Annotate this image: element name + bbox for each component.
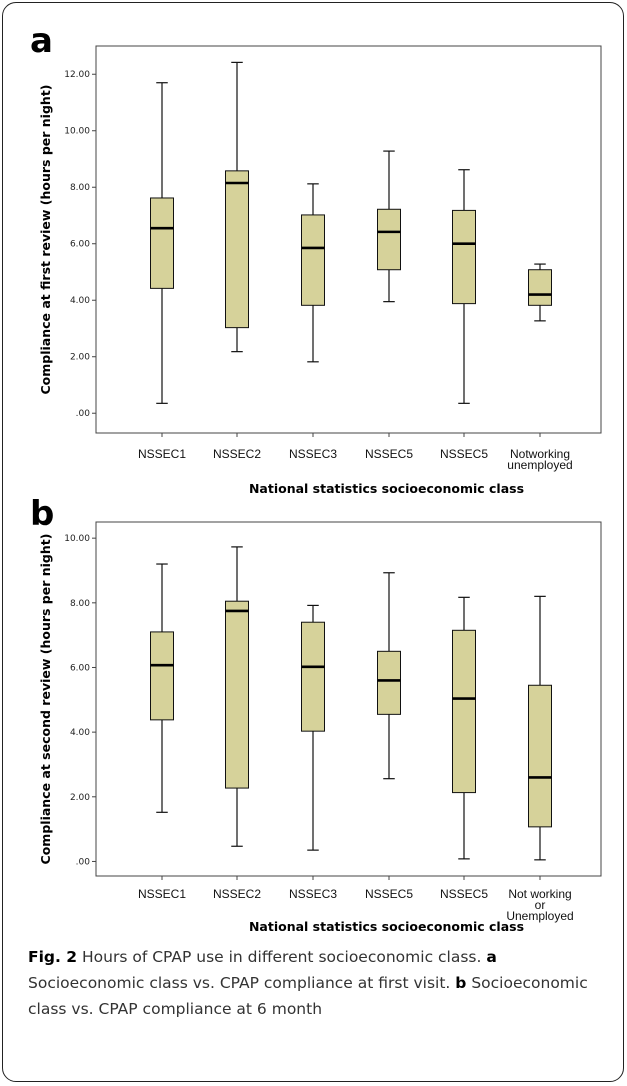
box-iqr xyxy=(528,269,552,306)
box-iqr xyxy=(150,197,174,289)
x-category-label: NSSEC3 xyxy=(289,887,337,901)
y-tick-label: 12.00 xyxy=(64,70,90,80)
x-category-label: Unemployed xyxy=(506,909,573,923)
box-iqr xyxy=(225,600,249,789)
x-category-label: Notworking xyxy=(510,447,570,461)
y-tick-label: 2.00 xyxy=(70,793,90,803)
panel-b-letter: b xyxy=(30,494,55,534)
y-tick-label: 8.00 xyxy=(70,183,90,193)
box-iqr xyxy=(225,170,249,329)
x-category-label: Not working xyxy=(508,887,571,901)
x-category-label: NSSEC2 xyxy=(213,447,261,461)
x-axis-title: National statistics socioeconomic class xyxy=(249,919,524,934)
x-category-label: or xyxy=(535,898,546,912)
y-tick-label: 6.00 xyxy=(70,240,90,250)
x-category-label: NSSEC3 xyxy=(289,447,337,461)
plot-frame xyxy=(95,521,602,877)
x-category-label: NSSEC5 xyxy=(440,887,488,901)
y-tick-label: 2.00 xyxy=(70,353,90,363)
figure-caption: Fig. 2 Hours of CPAP use in different so… xyxy=(28,944,608,1022)
x-category-label: unemployed xyxy=(507,458,572,472)
box-iqr xyxy=(452,209,476,305)
y-tick-label: 10.00 xyxy=(64,534,90,544)
y-tick-label: .00 xyxy=(76,409,91,419)
box-iqr xyxy=(301,214,325,306)
chart-panel-b: .00 2.00 4.00 6.00 8.00 10.00 NSSEC1 NSSEC2 NSSE… xyxy=(38,521,602,934)
caption-fig-label: Fig. 2 xyxy=(28,948,78,966)
x-category-label: NSSEC2 xyxy=(213,887,261,901)
y-tick-label: 4.00 xyxy=(70,296,90,306)
y-tick-label: 4.00 xyxy=(70,728,90,738)
panel-a-letter: a xyxy=(30,21,53,61)
caption-text-1: Hours of CPAP use in different socioecon… xyxy=(77,948,487,966)
caption-letter-b: b xyxy=(455,974,467,992)
chart-panel-a: .00 2.00 4.00 6.00 8.00 10.00 12.00 NSSEC1 NSSEC… xyxy=(38,45,602,496)
box-iqr xyxy=(377,208,401,271)
caption-letter-a: a xyxy=(486,948,497,966)
box-iqr xyxy=(301,621,325,732)
y-tick-label: 10.00 xyxy=(64,127,90,137)
x-category-label: NSSEC5 xyxy=(440,447,488,461)
plot-frame xyxy=(95,45,602,434)
y-tick-label: 8.00 xyxy=(70,599,90,609)
y-tick-label: .00 xyxy=(76,857,91,867)
caption-text-3: Socioeconomic class vs. CPAP compliance … xyxy=(28,974,588,1018)
caption-text-2: Socioeconomic class vs. CPAP compliance … xyxy=(28,974,456,992)
x-category-label: NSSEC5 xyxy=(365,887,413,901)
box-iqr xyxy=(150,631,174,721)
x-category-label: NSSEC1 xyxy=(138,447,186,461)
box-iqr xyxy=(377,650,401,715)
x-category-label: NSSEC1 xyxy=(138,887,186,901)
y-axis-title: Compliance at second review (hours per n… xyxy=(38,534,53,865)
y-tick-label: 6.00 xyxy=(70,663,90,673)
x-axis-title: National statistics socioeconomic class xyxy=(249,481,524,496)
y-axis-title: Compliance at first review (hours per ni… xyxy=(38,84,53,394)
box-iqr xyxy=(528,684,552,828)
x-category-label: NSSEC5 xyxy=(365,447,413,461)
box-iqr xyxy=(452,629,476,794)
